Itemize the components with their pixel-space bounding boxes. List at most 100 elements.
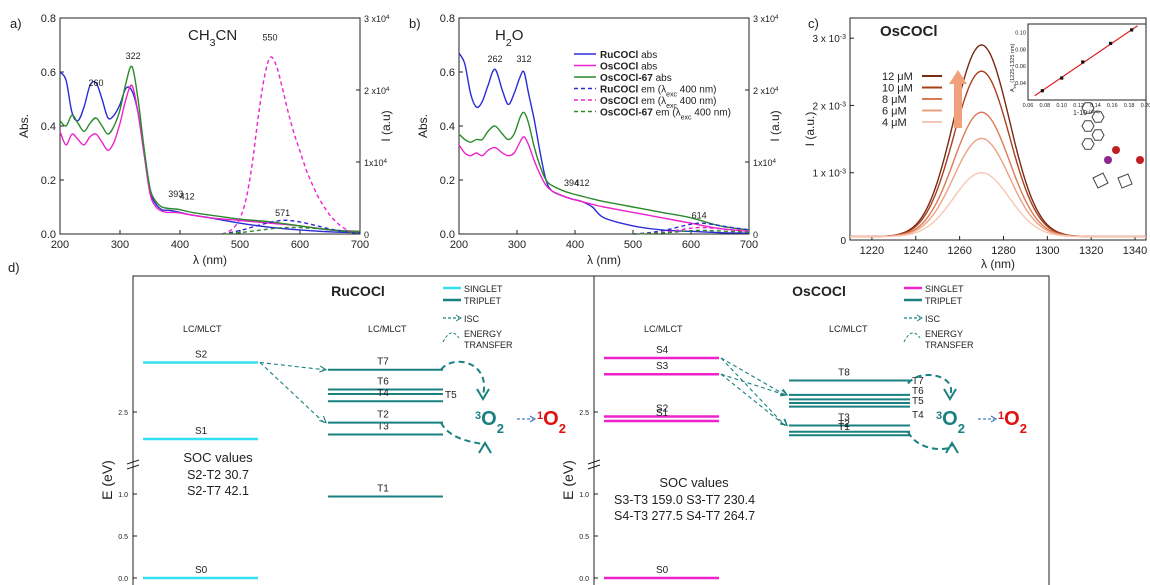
y-tick-label: 0.2 <box>41 175 56 187</box>
level-label: S1 <box>656 408 669 419</box>
legend-label: SINGLET <box>925 284 964 294</box>
text-segment: O <box>481 408 497 430</box>
inset-point <box>1040 89 1044 93</box>
text-segment: -3 <box>840 168 846 175</box>
chart-title: CH3CN <box>188 27 237 49</box>
arrowhead-icon <box>780 418 788 427</box>
energy-transfer-arrow <box>440 422 486 446</box>
column-label: LC/MLCT <box>368 324 407 334</box>
y-tick-label: 0.4 <box>440 121 455 133</box>
level-label: T8 <box>838 368 850 379</box>
text-segment: 1-10 <box>1073 110 1087 117</box>
text-segment: 400 nm) <box>677 96 716 107</box>
text-segment: 2 <box>506 37 512 49</box>
level-label: T2 <box>838 419 850 430</box>
legend-label: TRANSFER <box>464 340 513 350</box>
arrowhead-icon <box>455 314 462 322</box>
isc-arrow <box>720 373 786 426</box>
text-segment: em (λ <box>653 108 681 119</box>
ring <box>1117 173 1133 189</box>
text-segment: OsCOCl <box>600 62 639 73</box>
inset-y-tick: 0.06 <box>1015 64 1026 70</box>
arrowhead-icon <box>945 441 959 454</box>
peak-label: 412 <box>180 192 195 202</box>
peak-label: 262 <box>487 54 502 64</box>
text-segment: 4 <box>384 158 388 165</box>
panel-a: a) 200 300 400 500 600 700 0.0 0.2 0.4 0.6 0.8 0 1x10… <box>10 13 393 267</box>
text-segment: 2 x10 <box>364 86 386 96</box>
soc-line: S4-T3 277.5 S4-T7 264.7 <box>614 509 755 523</box>
plot-frame <box>849 17 1147 241</box>
chart-title: H2O <box>495 27 523 49</box>
legend-label: 4 μM <box>882 117 907 129</box>
level-label: S0 <box>656 565 669 576</box>
text-segment: O <box>942 408 958 430</box>
peak-label: 550 <box>262 32 277 42</box>
y-tick-label: 0.8 <box>440 13 455 25</box>
text-segment: O <box>543 408 559 430</box>
peak-label: 393 <box>168 189 183 199</box>
plot-frame <box>59 17 361 235</box>
axis-break <box>126 459 140 465</box>
series-oscocl-67-abs <box>458 111 750 231</box>
level-label: T5 <box>912 396 924 407</box>
legend-transfer-swatch <box>442 332 460 343</box>
arrowhead-icon <box>319 365 328 373</box>
inset-x-tick: 0.08 <box>1039 103 1050 109</box>
peak-label: 614 <box>692 211 707 221</box>
legend-label: ENERGY <box>925 329 963 339</box>
text-segment: abs <box>653 73 672 84</box>
text-segment: CN <box>216 27 238 44</box>
y-tick-label: 0 <box>840 236 846 247</box>
text-segment: int <box>1013 83 1017 88</box>
jablonski-rucocl: 0.0 0.5 1.0 2.5 E (eV) RuCOCl LC/MLCT LC/MLCT SI… <box>99 275 595 585</box>
legend-label: ENERGY <box>464 329 502 339</box>
y-tick-label: 2 x 10-3 <box>813 101 847 113</box>
diagram-title: OsCOCl <box>792 283 846 299</box>
inset-x-tick: 0.06 <box>1023 103 1034 109</box>
y2-tick-label: 3 x104 <box>364 14 390 25</box>
arrowhead-icon <box>990 415 998 423</box>
y2-tick-label: 2 x104 <box>364 86 390 97</box>
y2-tick-label: 0 <box>364 230 369 240</box>
text-segment: 1x10 <box>753 158 773 168</box>
isc-arrow <box>720 357 786 396</box>
legend-label: TRANSFER <box>925 340 974 350</box>
text-segment: 2 x 10 <box>813 101 841 112</box>
inset-x-tick: 0.18 <box>1124 103 1135 109</box>
level-label: T4 <box>377 388 389 399</box>
text-segment: 0 <box>840 236 846 247</box>
peak-label: 322 <box>126 51 141 61</box>
y2-axis-label: I (a.u) <box>768 110 782 141</box>
inset-x-tick: 0.20 <box>1141 103 1150 109</box>
level-label: S2 <box>656 404 669 415</box>
text-segment: 2 x10 <box>753 86 775 96</box>
y-axis-label: I (a.u.) <box>803 112 817 147</box>
metal-atom <box>1104 156 1112 164</box>
level-label: T6 <box>912 386 924 397</box>
soc-title: SOC values <box>659 475 729 490</box>
text-segment: 4 <box>775 14 779 21</box>
text-segment: -(abs) <box>1087 109 1100 115</box>
text-segment: exc <box>666 91 677 98</box>
oxygen-atom <box>1112 146 1120 154</box>
series-oscocl-67-em <box>221 226 361 235</box>
x-tick-label: 200 <box>51 239 69 251</box>
soc-title: SOC values <box>183 450 253 465</box>
level-label: T7 <box>377 357 389 368</box>
series-oscocl-abs <box>59 84 361 232</box>
inset-y-tick: 0.10 <box>1015 30 1026 36</box>
x-tick-label: 500 <box>231 239 249 251</box>
legend-label: 10 μM <box>882 83 913 95</box>
inset-point <box>1060 76 1064 80</box>
legend-label: 12 μM <box>882 71 913 83</box>
level-label: S1 <box>195 426 208 437</box>
text-segment: 4 <box>386 14 390 21</box>
inset-plot: 0.06 0.08 0.10 0.12 0.14 0.16 0.18 0.20 0.04 0.06… <box>1010 23 1150 117</box>
x-tick-label: 1340 <box>1123 245 1147 257</box>
y-axis-label: E (eV) <box>99 460 115 500</box>
singlet-oxygen-label: 1O2 <box>998 408 1027 436</box>
chart-title: OsCOCl <box>880 23 938 40</box>
legend-label: ISC <box>464 314 480 324</box>
level-label: S4 <box>656 345 669 356</box>
